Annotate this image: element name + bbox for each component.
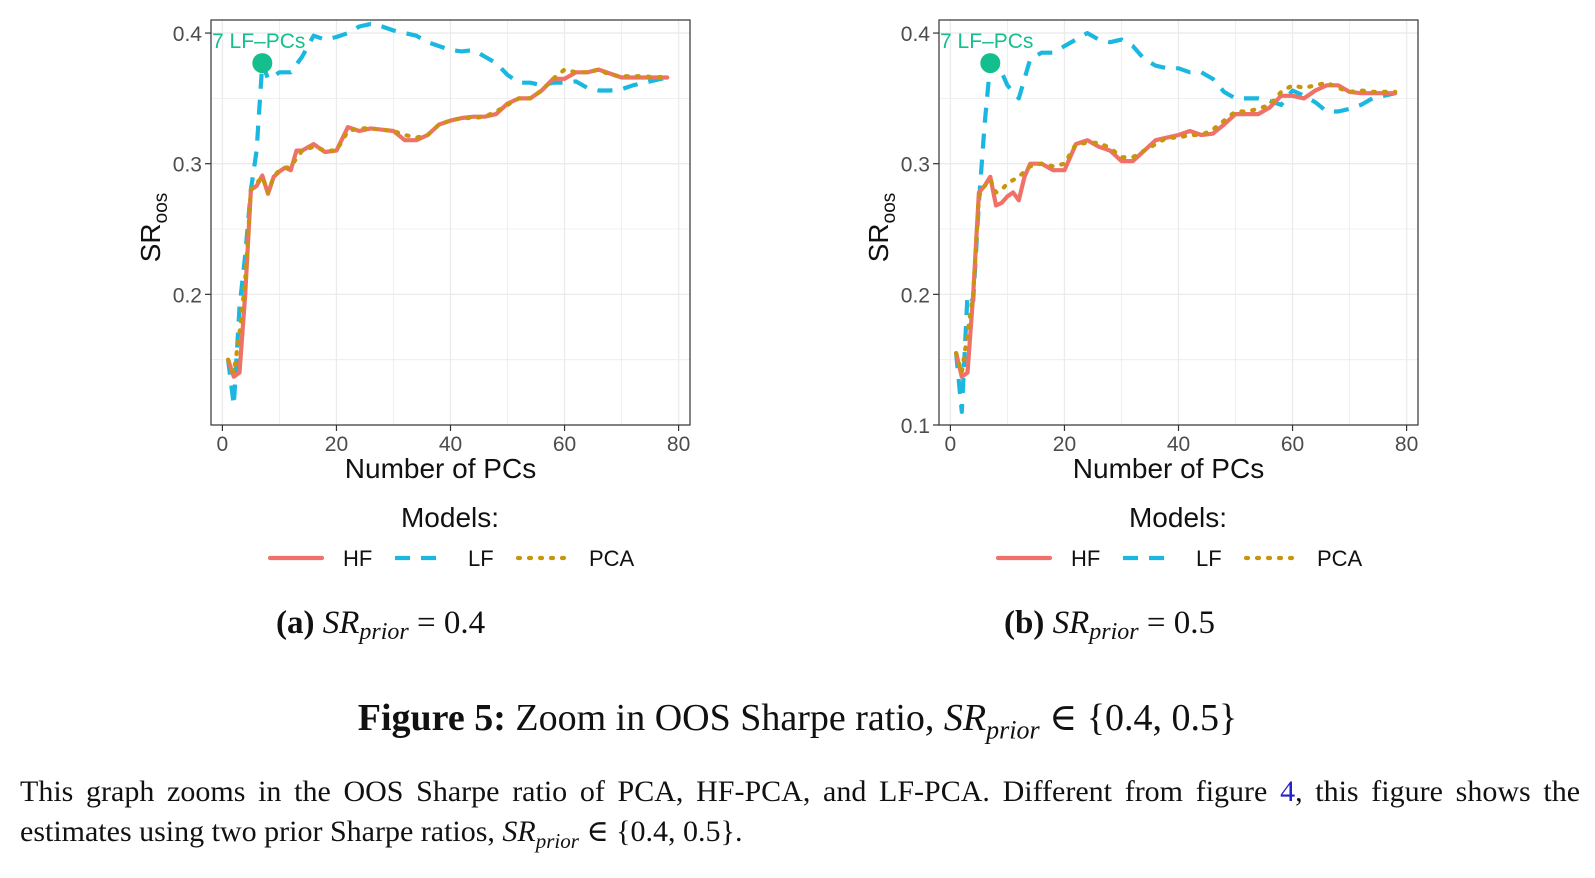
figure-panels: 0 20 40 60 80 0.2 0.3 0.4 Number of PCs SRoos 7 LF… xyxy=(135,19,1419,645)
series-line-pca xyxy=(954,80,1398,375)
x-axis-title: Number of PCs xyxy=(1073,453,1264,484)
chart-panel-b: 0 20 40 60 80 0.1 0.2 0.3 0.4 Number of PCs SRoos 7… xyxy=(863,19,1419,645)
legend-title: Models: xyxy=(1129,502,1227,533)
subcaption: (b) SRprior = 0.5 xyxy=(1004,605,1215,645)
annotation-label: 7 LF–PCs xyxy=(940,30,1033,53)
caption-body-part1: This graph zooms in the OOS Sharpe ratio… xyxy=(20,775,1281,808)
legend-label-lf: LF xyxy=(468,546,494,571)
caption-body-part2: , this figure shows the estimates using … xyxy=(20,775,1581,848)
y-tick-label: 0.3 xyxy=(173,154,202,177)
legend: Models: HF LF PCA xyxy=(267,502,635,571)
grid xyxy=(939,20,1418,426)
y-tick-label: 0.1 xyxy=(901,415,930,438)
caption-body-math-sub: prior xyxy=(535,829,579,853)
series-group xyxy=(226,21,670,408)
series-group xyxy=(954,31,1398,414)
x-tick-label: 60 xyxy=(553,433,576,456)
figure-title-text: Zoom in OOS Sharpe ratio, xyxy=(515,697,944,739)
y-axis-title: SRoos xyxy=(135,193,172,263)
figure-title-math-sub: prior xyxy=(986,715,1040,745)
lf-selected-marker xyxy=(980,53,1001,74)
legend-label-pca: PCA xyxy=(1317,546,1363,571)
legend: Models: HF LF PCA xyxy=(995,502,1363,571)
x-tick-label: 60 xyxy=(1281,433,1304,456)
legend-label-pca: PCA xyxy=(589,546,635,571)
caption-body-tail: ∈ {0.4, 0.5}. xyxy=(578,815,743,848)
x-tick-label: 0 xyxy=(945,433,957,456)
series-line-lf xyxy=(226,21,668,408)
chart-panel-a: 0 20 40 60 80 0.2 0.3 0.4 Number of PCs SRoos 7 LF… xyxy=(135,19,691,645)
legend-label-lf: LF xyxy=(1196,546,1222,571)
series-line-lf xyxy=(954,31,1396,414)
x-tick-label: 20 xyxy=(1053,433,1076,456)
x-tick-label: 40 xyxy=(1167,433,1190,456)
x-tick-label: 0 xyxy=(217,433,229,456)
x-tick-label: 20 xyxy=(325,433,348,456)
figure-caption-title: Figure 5: Zoom in OOS Sharpe ratio, SRpr… xyxy=(0,695,1595,746)
series-line-pca xyxy=(226,67,670,375)
subcaption: (a) SRprior = 0.4 xyxy=(276,605,485,645)
caption-body-math: SR xyxy=(502,815,536,848)
series-line-hf xyxy=(954,83,1398,379)
y-axis-title: SRoos xyxy=(863,193,900,263)
y-tick-label: 0.2 xyxy=(173,284,202,307)
lf-selected-marker xyxy=(252,53,273,74)
x-tick-label: 80 xyxy=(667,433,690,456)
figure-caption-body: This graph zooms in the OOS Sharpe ratio… xyxy=(20,772,1580,861)
y-tick-label: 0.4 xyxy=(901,23,931,46)
grid xyxy=(211,20,690,426)
legend-label-hf: HF xyxy=(343,546,372,571)
series-line-hf xyxy=(226,67,670,379)
figure-label: Figure 5: xyxy=(357,697,506,739)
figure-title-math: SR xyxy=(943,697,987,739)
y-tick-label: 0.2 xyxy=(901,284,930,307)
y-tick-label: 0.4 xyxy=(173,23,203,46)
figure-title-math-tail: ∈ {0.4, 0.5} xyxy=(1039,697,1238,739)
x-tick-label: 40 xyxy=(439,433,462,456)
legend-label-hf: HF xyxy=(1071,546,1100,571)
x-tick-label: 80 xyxy=(1395,433,1418,456)
annotation-label: 7 LF–PCs xyxy=(212,30,305,53)
figure-reference-link[interactable]: 4 xyxy=(1280,775,1296,808)
x-axis-title: Number of PCs xyxy=(345,453,536,484)
y-tick-label: 0.3 xyxy=(901,154,930,177)
legend-title: Models: xyxy=(401,502,499,533)
